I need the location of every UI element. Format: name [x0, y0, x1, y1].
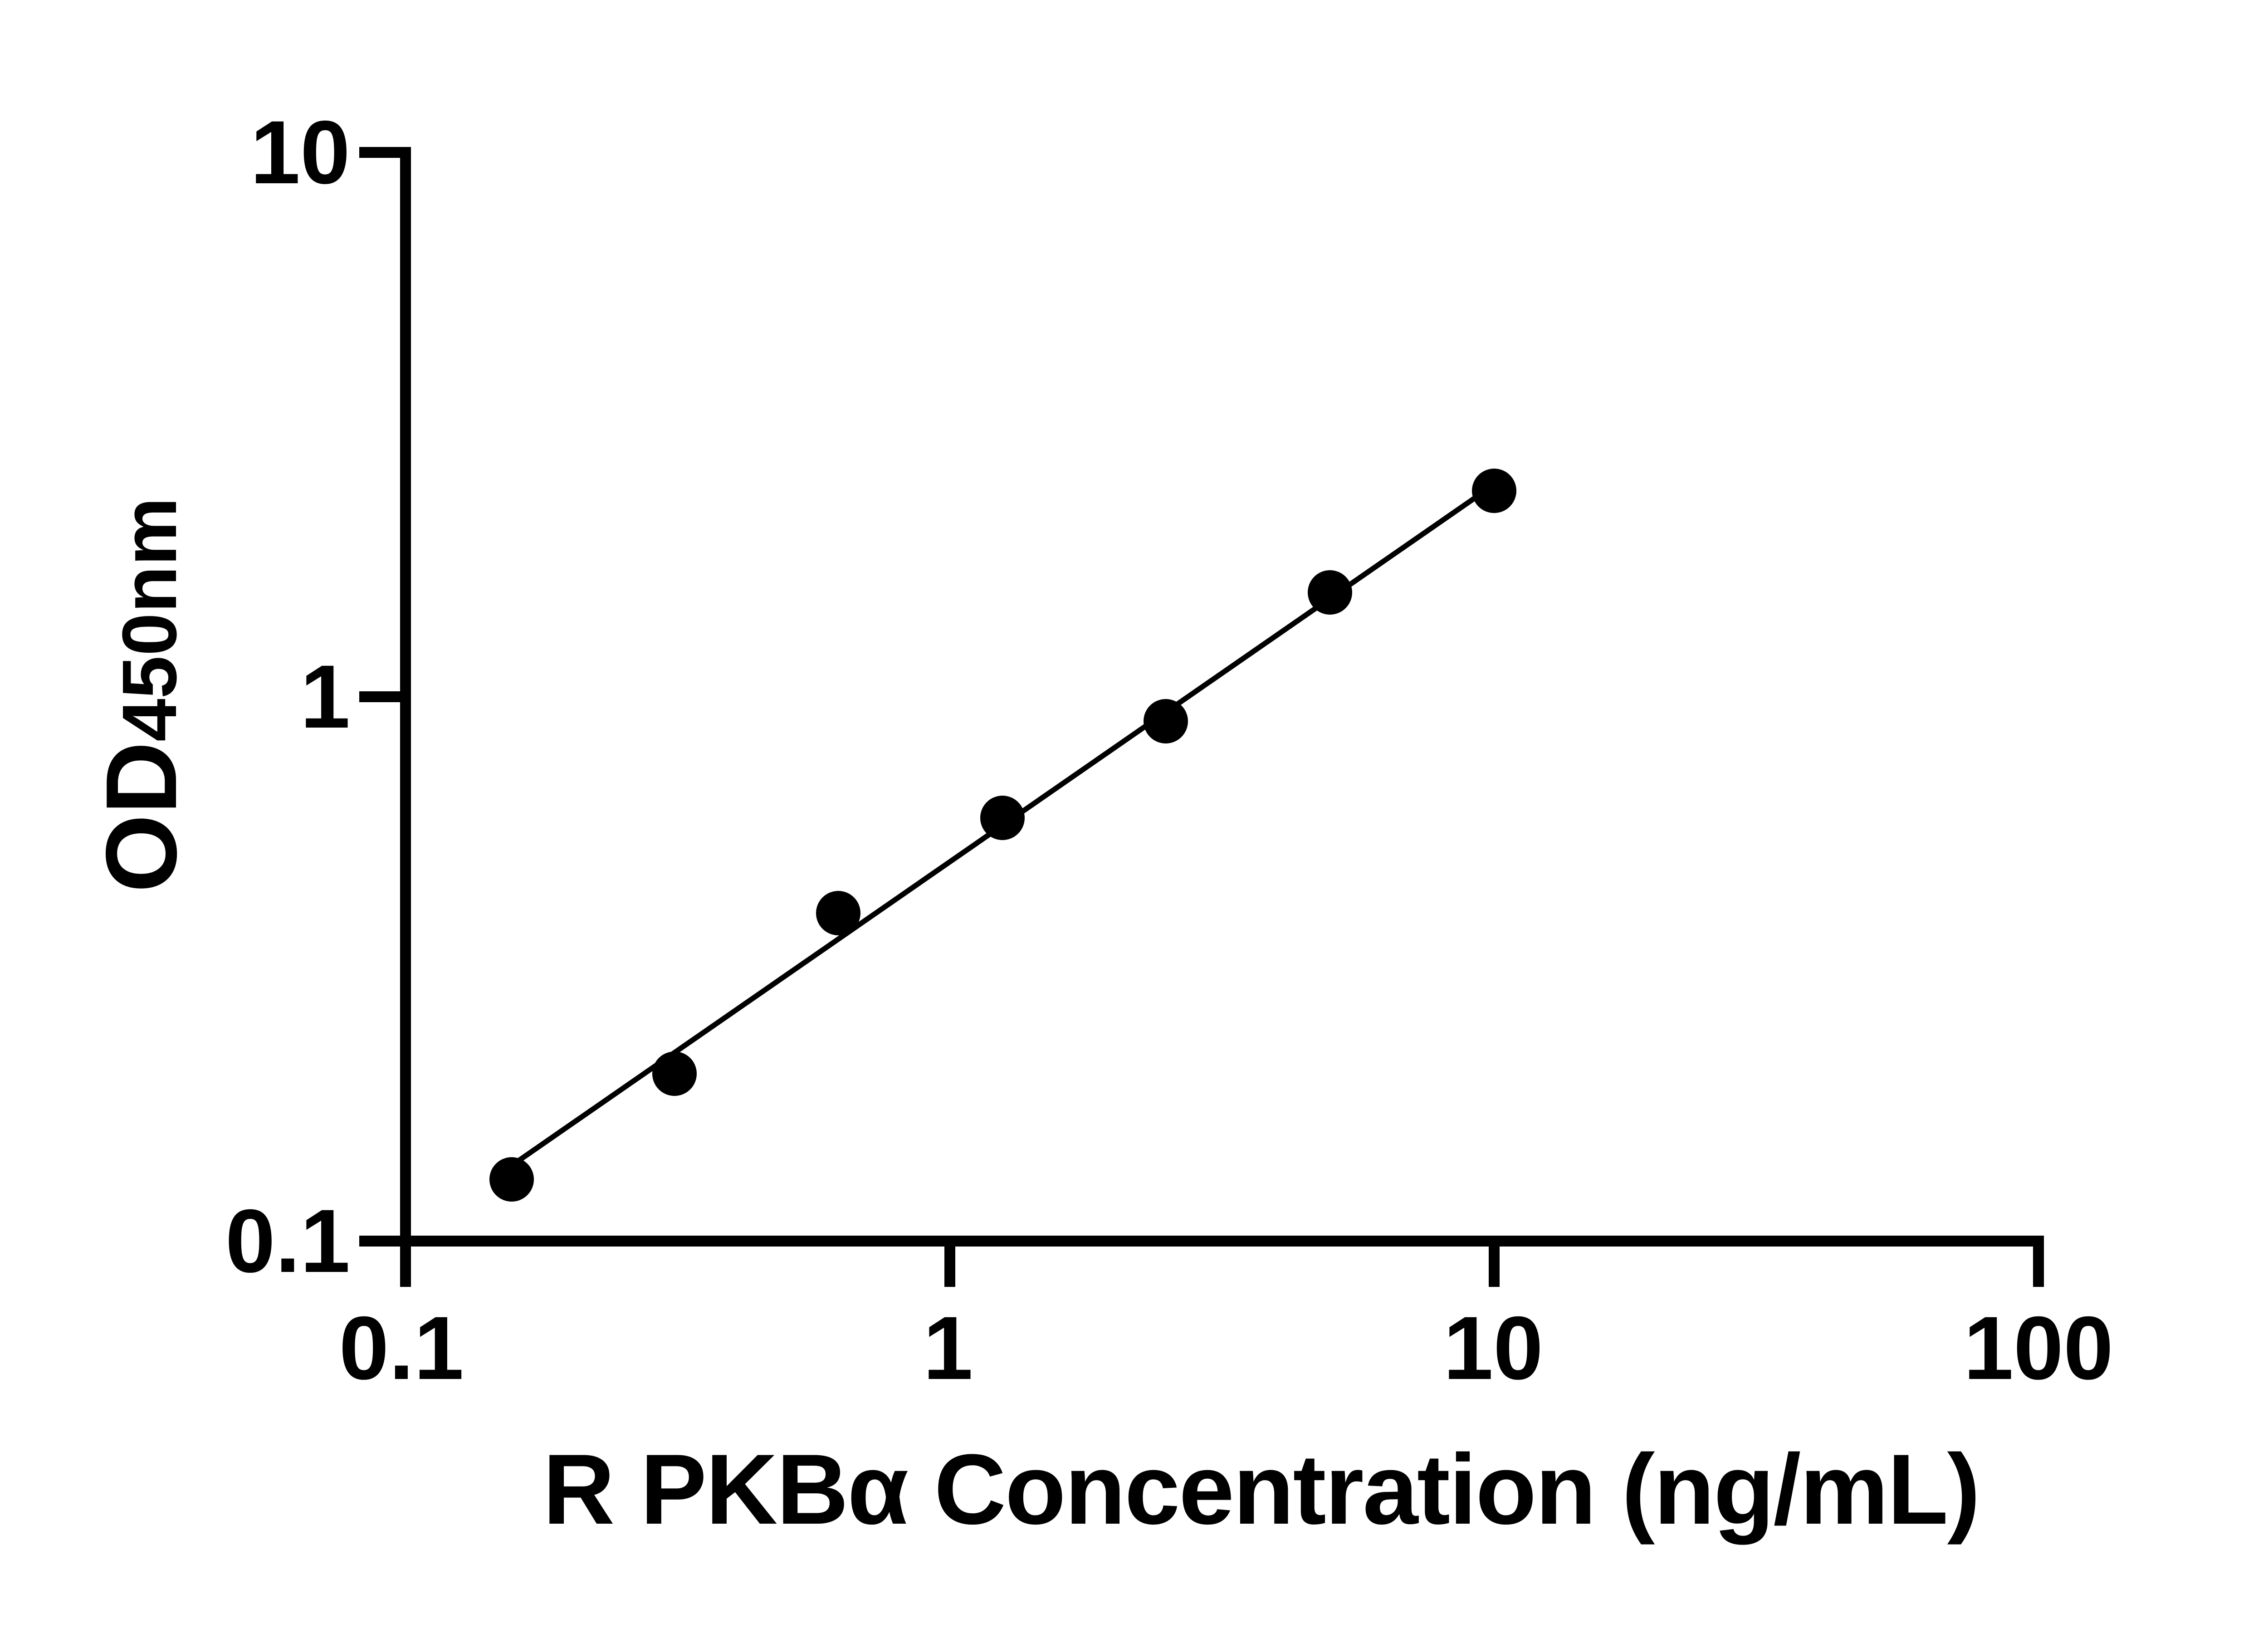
svg-text:10: 10 [1443, 1298, 1543, 1398]
svg-text:1: 1 [923, 1298, 973, 1398]
svg-text:0.1: 0.1 [339, 1298, 464, 1398]
svg-text:100: 100 [1964, 1298, 2113, 1398]
svg-text:1: 1 [300, 646, 350, 747]
svg-text:0.1: 0.1 [225, 1191, 350, 1291]
svg-text:R PKBα Concentration (ng/mL): R PKBα Concentration (ng/mL) [543, 1433, 1980, 1545]
svg-text:OD450nm: OD450nm [85, 497, 198, 893]
svg-text:10: 10 [250, 102, 350, 202]
